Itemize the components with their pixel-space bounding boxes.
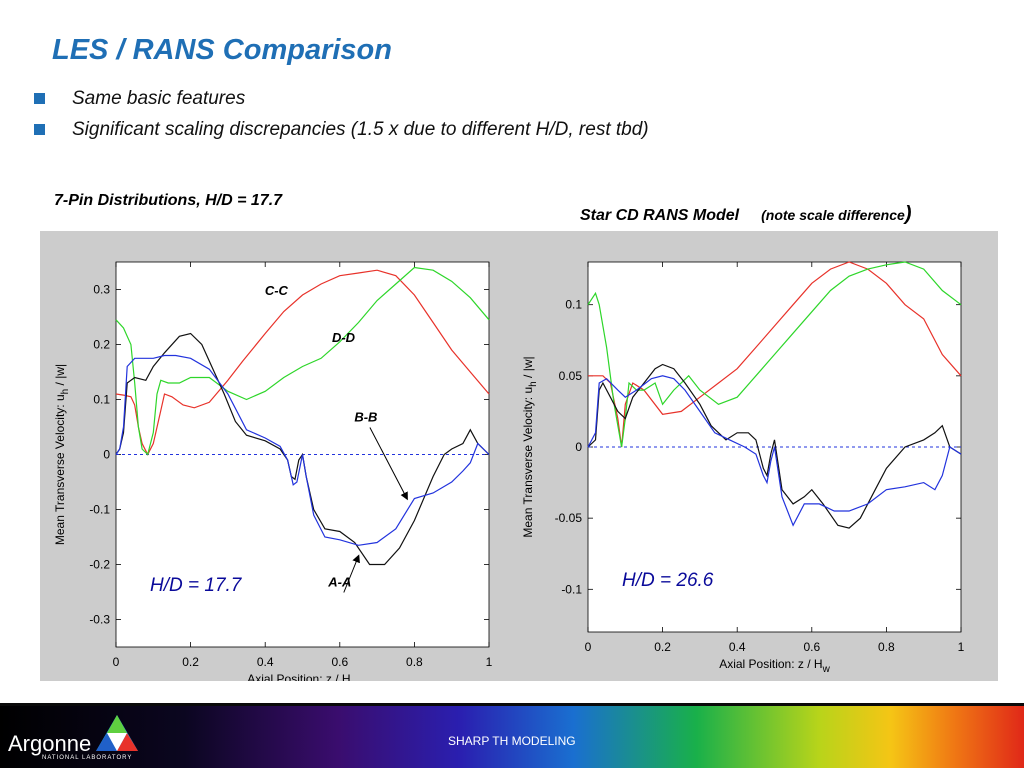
y-tick-label: 0.05 [559,369,583,383]
y-tick-label: 0.1 [93,393,110,407]
series-line-a-a [115,332,490,566]
series-line-d-d [587,261,962,448]
chart-canvas: 0 0.2 0.4 0.6 0.8 1 0.3 0.2 0.1 0 -0.1 -0.2 -0.3 Axia… [53,261,965,681]
x-tick-label: 0 [585,640,592,654]
x-axis-label-subscript: w [822,664,831,675]
bullet-text: Significant scaling discrepancies (1.5 x… [72,119,649,140]
x-tick-label: 0.8 [406,655,423,669]
y-axis-label: Mean Transverse Velocity: uh / |w| [53,364,71,545]
y-axis-label-tail: / |w| [521,356,535,381]
left-chart-caption: 7-Pin Distributions, H/D = 17.7 [54,192,283,209]
argonne-triangle-icon [96,715,138,751]
bullet-list: Same basic features Significant scaling … [34,86,649,148]
bullet-item: Same basic features [34,86,649,117]
bullet-text: Same basic features [72,88,246,109]
logo-subtitle: NATIONAL LABORATORY [42,755,133,761]
annotation-label: A-A [327,575,351,590]
x-tick-label: 0.4 [729,640,746,654]
y-tick-label: -0.1 [89,503,110,517]
bullet-square-icon [34,124,45,135]
y-tick-label: 0.3 [93,283,110,297]
y-tick-label: 0.2 [93,338,110,352]
x-tick-label: 0.8 [878,640,895,654]
logo-wordmark: Argonne [8,731,92,756]
x-tick-label: 0.2 [182,655,199,669]
annotation-arrow [369,427,408,501]
scale-note: (note scale difference [761,207,905,223]
y-tick-label: 0 [103,448,110,462]
x-tick-label: 0.6 [331,655,348,669]
annotation-arrow [343,554,360,593]
x-tick-label: 1 [958,640,965,654]
series-line-b-b [115,354,490,546]
inset-label: H/D = 17.7 [150,575,243,596]
y-tick-label: 0.1 [565,298,582,312]
slide-title: LES / RANS Comparison [52,34,392,66]
y-axis-label: Mean Transverse Velocity: uh / |w| [521,356,539,537]
annotation-label: D-D [332,330,356,345]
footer-label: SHARP TH MODELING [448,734,576,748]
x-tick-label: 0.4 [257,655,274,669]
series-line-c-c [115,269,490,456]
series-line-a-a [587,363,962,529]
bullet-item: Significant scaling discrepancies (1.5 x… [34,117,649,148]
argonne-logo: Argonne NATIONAL LABORATORY [8,715,148,765]
x-tick-label: 0.6 [803,640,820,654]
x-tick-label: 0 [113,655,120,669]
series-line-c-c [588,261,962,448]
annotation-label: C-C [265,283,289,298]
y-tick-label: -0.05 [555,511,583,525]
x-tick-label: 0.2 [654,640,671,654]
inset-label: H/D = 26.6 [622,570,714,591]
y-tick-label: 0 [575,440,582,454]
plot-panel: 0 0.2 0.4 0.6 0.8 1 0.3 0.2 0.1 0 -0.1 -0.2 -0.3 Axia… [40,231,998,681]
x-tick-label: 1 [486,655,493,669]
right-caption-text: Star CD RANS Model [580,207,740,224]
x-axis-label: Axial Position: z / Hw [719,657,830,675]
footer-divider [0,703,1024,706]
scale-note-paren: ) [904,203,912,225]
bullet-square-icon [34,93,45,104]
y-tick-label: -0.2 [89,558,110,572]
x-axis-label-subscript: w [350,679,359,681]
footer-bar: Argonne NATIONAL LABORATORY SHARP TH MOD… [0,703,1024,768]
y-axis-label-subscript: h [60,389,71,395]
y-tick-label: -0.3 [89,613,110,627]
right-chart-caption: Star CD RANS Model (note scale difference… [580,203,911,226]
annotation-label: B-B [354,410,377,425]
series-line-b-b [587,375,962,527]
series-line-d-d [115,266,490,456]
y-axis-label-tail: / |w| [53,364,67,389]
x-axis-label: Axial Position: z / Hw [247,672,358,681]
y-tick-label: -0.1 [561,582,582,596]
y-axis-label-subscript: h [528,381,539,387]
